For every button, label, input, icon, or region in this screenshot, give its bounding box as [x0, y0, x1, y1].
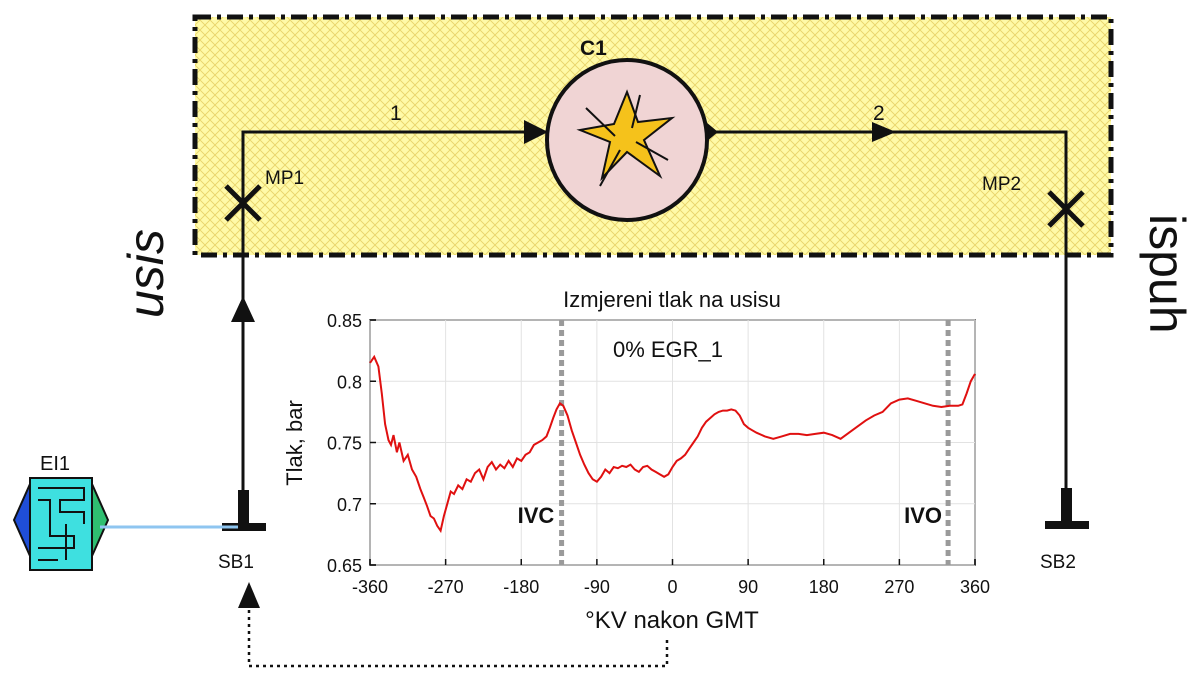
y-axis-ticks: 0.65 0.7 0.75 0.8 0.85 [327, 311, 376, 576]
system-boundary-sb1[interactable] [222, 490, 266, 531]
x-tick-label: 270 [884, 577, 914, 597]
ei1-label: EI1 [40, 453, 70, 475]
pipe-2 [706, 130, 1068, 520]
intake-label: usis [118, 229, 174, 318]
pipe-1-label: 1 [390, 102, 402, 125]
mp2-label: MP2 [982, 174, 1021, 195]
spark-icon [576, 89, 676, 182]
y-tick-label: 0.85 [327, 311, 362, 331]
spark-rays [585, 94, 669, 187]
system-boundary-sb2[interactable] [1045, 488, 1089, 529]
pipe-1-arrow [524, 120, 548, 144]
x-tick-label: 180 [809, 577, 839, 597]
measuring-point-mp1[interactable] [224, 184, 262, 222]
intake-arrow [231, 296, 255, 322]
x-tick-label: 360 [960, 577, 990, 597]
y-tick-label: 0.65 [327, 556, 362, 576]
compressor-label: C1 [580, 37, 607, 60]
y-axis-label: Tlak, bar [282, 400, 307, 486]
x-tick-label: -270 [428, 577, 464, 597]
x-tick-label: -180 [503, 577, 539, 597]
chart-annotation: 0% EGR_1 [613, 337, 723, 362]
pressure-chart: IVC IVO -360 -270 -180 -90 0 90 180 270 360 0.650… [282, 287, 990, 634]
sb2-label: SB2 [1040, 552, 1076, 573]
mp1-label: MP1 [265, 168, 304, 189]
compressor-c1[interactable] [545, 58, 709, 222]
x-axis-ticks: -360 -270 -180 -90 0 90 180 270 360 [352, 559, 990, 597]
pipe-2-label: 2 [873, 102, 885, 125]
x-tick-label: -360 [352, 577, 388, 597]
ivo-label: IVO [904, 503, 942, 528]
pressure-series-line [369, 354, 976, 534]
pipe-2-arrow [872, 122, 896, 142]
engine-interface-ei1[interactable] [12, 477, 110, 571]
compressor-outlet-arrow [706, 122, 718, 142]
ivc-label: IVC [518, 503, 555, 528]
x-tick-label: -90 [584, 577, 610, 597]
x-tick-label: 90 [738, 577, 758, 597]
chart-title: Izmjereni tlak na usisu [563, 287, 781, 312]
sb1-label: SB1 [218, 552, 254, 573]
measuring-point-mp2[interactable] [1047, 190, 1085, 228]
valve-event-lines: IVC IVO [518, 320, 951, 565]
y-tick-label: 0.75 [327, 434, 362, 454]
feedback-link [247, 602, 669, 668]
y-tick-label: 0.8 [337, 372, 362, 392]
y-tick-label: 0.7 [337, 495, 362, 515]
exhaust-label: ispuh [1139, 214, 1195, 334]
feedback-arrow [238, 582, 260, 608]
pipe-1 [241, 130, 548, 518]
x-axis-label: °KV nakon GMT [585, 607, 759, 634]
x-tick-label: 0 [667, 577, 677, 597]
